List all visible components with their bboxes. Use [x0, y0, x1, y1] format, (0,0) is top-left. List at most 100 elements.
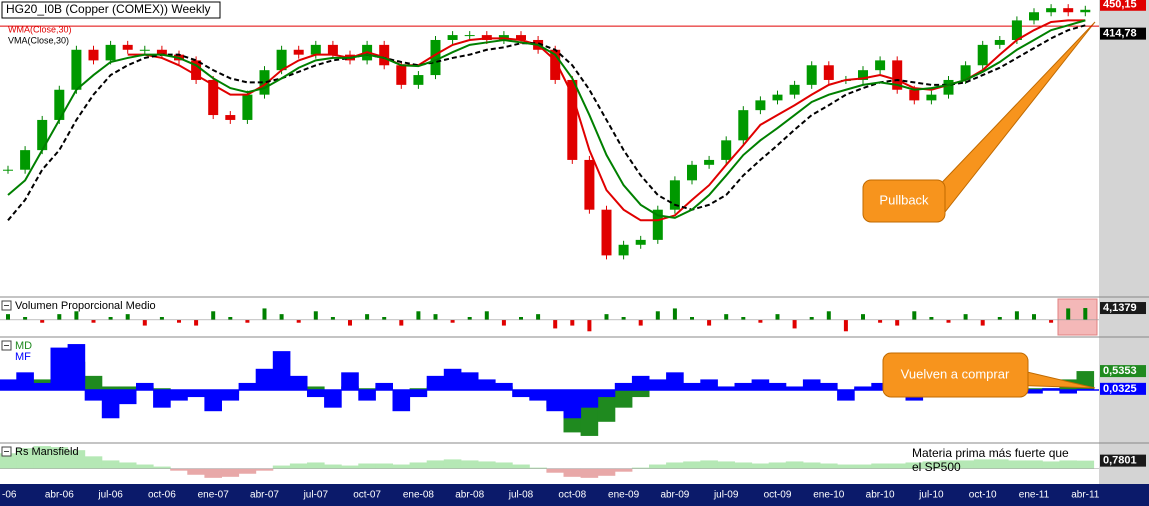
bar	[672, 308, 677, 320]
candle	[858, 70, 868, 80]
bar	[91, 319, 96, 323]
bar	[375, 463, 393, 469]
bar	[57, 314, 62, 320]
value-label-box	[1100, 0, 1146, 11]
bar	[450, 319, 455, 323]
bar	[1066, 308, 1071, 320]
bar	[313, 311, 318, 320]
candle	[977, 44, 988, 66]
bar	[23, 317, 28, 320]
candle	[943, 79, 954, 95]
x-tick-label: oct-07	[353, 490, 381, 501]
bar	[0, 453, 17, 469]
bar	[84, 456, 103, 469]
bar	[74, 311, 79, 320]
bar	[980, 319, 985, 326]
candle	[755, 100, 766, 111]
candle	[960, 65, 971, 80]
bar	[460, 372, 479, 390]
bar	[187, 390, 205, 398]
bar	[118, 462, 137, 469]
candle	[721, 140, 732, 160]
bar	[221, 390, 240, 401]
candle	[379, 44, 390, 66]
bar	[153, 388, 171, 390]
bar	[136, 464, 154, 469]
bar	[775, 314, 780, 320]
value-label: 0,0325	[1103, 383, 1137, 395]
bar	[717, 386, 735, 390]
candle	[208, 79, 219, 116]
bar	[843, 319, 848, 332]
bar	[631, 390, 650, 398]
legend-entry: MD	[15, 340, 32, 352]
bar	[358, 390, 376, 401]
candle	[584, 159, 595, 210]
bar	[392, 390, 411, 412]
legend-entry: VMA(Close,30)	[8, 35, 69, 45]
bar	[768, 462, 787, 469]
candle	[669, 180, 680, 210]
bar	[785, 461, 804, 469]
candle	[618, 244, 629, 256]
bar	[1059, 390, 1077, 394]
bar	[820, 463, 838, 469]
bar	[16, 448, 34, 469]
bar	[324, 390, 342, 408]
candle	[1080, 9, 1091, 13]
value-label: 450,15	[1103, 0, 1137, 11]
value-label: 414,78	[1103, 28, 1137, 40]
candle	[1011, 20, 1022, 40]
highlight-box	[1057, 298, 1098, 336]
bar	[382, 317, 387, 320]
candle	[806, 65, 817, 85]
x-tick-label: oct-08	[558, 490, 586, 501]
bar	[194, 319, 199, 326]
x-tick-label: ene-09	[608, 490, 640, 501]
bar	[871, 463, 889, 469]
bar	[707, 319, 712, 326]
bar	[409, 390, 428, 398]
bar	[307, 462, 325, 469]
bar	[649, 379, 667, 390]
bar	[580, 468, 599, 478]
bar	[307, 390, 325, 398]
bar	[341, 465, 359, 469]
bar	[170, 468, 188, 471]
callout-box	[882, 352, 1029, 398]
candle	[772, 94, 783, 101]
bar	[1032, 314, 1036, 320]
x-tick-label: abr-08	[455, 490, 484, 501]
bar	[861, 314, 865, 320]
bar	[837, 390, 855, 401]
bar	[837, 464, 855, 469]
candle	[823, 65, 834, 80]
bar	[136, 382, 154, 390]
bar	[211, 311, 216, 320]
x-tick-label: abr-06	[45, 490, 74, 501]
candle	[122, 44, 133, 50]
value-label-box	[1100, 365, 1146, 378]
candle	[550, 49, 561, 80]
bar	[666, 372, 684, 390]
bar	[768, 382, 787, 390]
bar	[330, 317, 335, 320]
bar	[1014, 311, 1019, 320]
bar	[460, 460, 479, 469]
annotation: Materia prima más fuerte que el SP500	[912, 446, 1069, 474]
candle	[310, 44, 321, 55]
bar	[348, 319, 352, 326]
bar	[563, 468, 582, 477]
bar	[118, 386, 137, 390]
value-label-box	[1100, 382, 1146, 395]
bar	[118, 390, 137, 405]
bar	[272, 465, 291, 469]
bar	[341, 372, 359, 390]
bar	[153, 390, 171, 408]
bar	[170, 390, 188, 401]
bar	[973, 459, 992, 469]
legend-entry: MF	[15, 351, 31, 363]
bar	[125, 314, 130, 320]
ma-line	[7, 24, 1086, 221]
date-axis	[0, 484, 1149, 506]
